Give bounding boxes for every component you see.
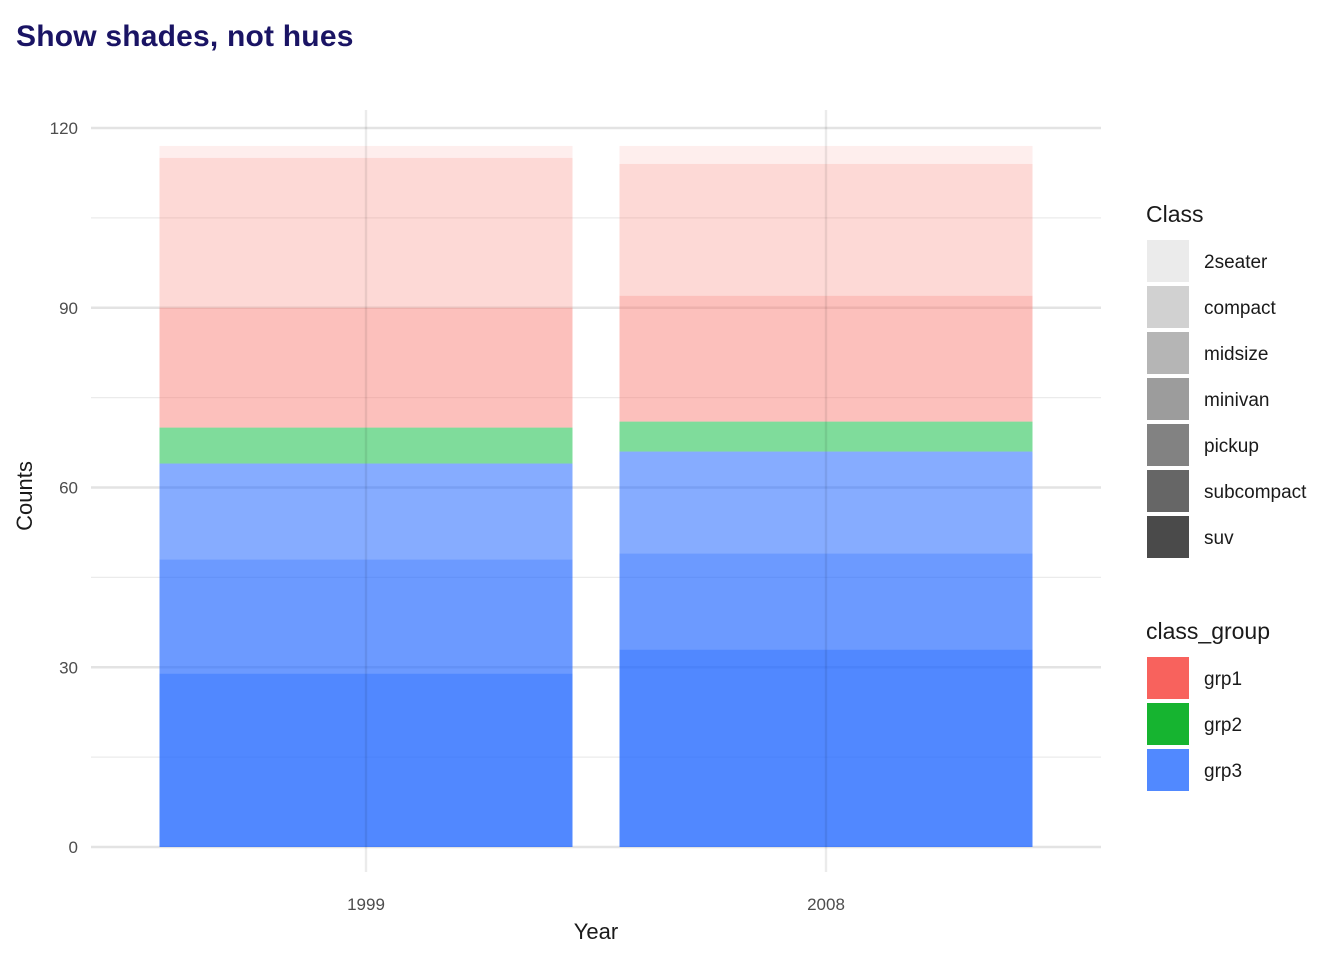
- bar-segment-2seater-2008: [619, 145, 1033, 164]
- legend-key-pickup: [1147, 424, 1189, 466]
- y-tick-label: 120: [50, 119, 78, 138]
- bar-segment-subcompact-2008: [619, 553, 1033, 650]
- bar-segment-minivan-2008: [619, 421, 1033, 452]
- chart-title: Show shades, not hues: [16, 20, 354, 53]
- x-axis-title: Year: [574, 919, 618, 944]
- bar-segment-compact-2008: [619, 163, 1033, 296]
- legend-key-2seater: [1147, 240, 1189, 282]
- legend-label-minivan: minivan: [1204, 390, 1269, 411]
- legend-label-compact: compact: [1204, 298, 1277, 319]
- bar-segment-pickup-2008: [619, 451, 1033, 554]
- legend-title: class_group: [1146, 618, 1270, 644]
- x-tick-label: 1999: [347, 895, 385, 914]
- y-tick-label: 60: [59, 479, 78, 498]
- legend-label-grp1: grp1: [1204, 669, 1242, 690]
- bar-segment-pickup-1999: [159, 463, 573, 560]
- y-tick-label: 30: [59, 658, 78, 677]
- legend-label-grp3: grp3: [1204, 761, 1242, 782]
- vertical-grid-layer: [364, 110, 828, 872]
- y-axis-title: Counts: [12, 461, 37, 531]
- bar-segment-2seater-1999: [159, 145, 573, 158]
- x-tick-label: 2008: [807, 895, 845, 914]
- y-tick-label: 90: [59, 299, 78, 318]
- bar-segment-minivan-1999: [159, 427, 573, 464]
- legend-key-midsize: [1147, 332, 1189, 374]
- legend-key-compact: [1147, 286, 1189, 328]
- legend-layer: Class 2seater compact midsize minivan pickup s…: [1146, 201, 1307, 791]
- legend-label-pickup: pickup: [1204, 436, 1259, 457]
- bars-layer: [159, 145, 1033, 847]
- legend-key-grp2: [1147, 703, 1189, 745]
- legend-label-suv: suv: [1204, 528, 1234, 549]
- y-tick-label: 0: [69, 838, 78, 857]
- legend-label-midsize: midsize: [1204, 344, 1268, 365]
- bar-segment-midsize-1999: [159, 307, 573, 428]
- bar-segment-suv-2008: [619, 649, 1033, 847]
- bar-segment-suv-1999: [159, 673, 573, 847]
- legend-title: Class: [1146, 201, 1204, 227]
- bar-segment-midsize-2008: [619, 295, 1033, 422]
- bar-segment-subcompact-1999: [159, 559, 573, 674]
- legend-label-subcompact: subcompact: [1204, 482, 1307, 503]
- legend-key-grp3: [1147, 749, 1189, 791]
- legend-key-minivan: [1147, 378, 1189, 420]
- legend-key-suv: [1147, 516, 1189, 558]
- legend-label-2seater: 2seater: [1204, 252, 1268, 273]
- legend-label-grp2: grp2: [1204, 715, 1242, 736]
- legend-key-grp1: [1147, 657, 1189, 699]
- bar-segment-compact-1999: [159, 157, 573, 308]
- axis-layer: 0 30 60 90 120 1999 2008 Year Counts: [12, 119, 845, 944]
- legend-key-subcompact: [1147, 470, 1189, 512]
